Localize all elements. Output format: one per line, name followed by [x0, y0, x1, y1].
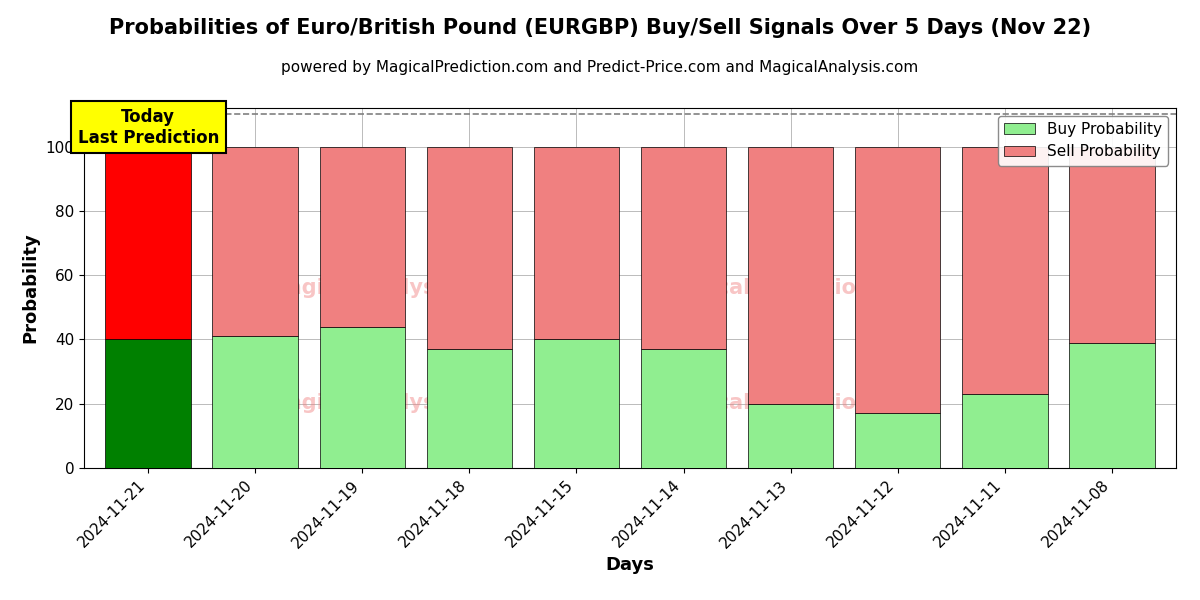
- Bar: [319, 146, 406, 326]
- Bar: [641, 146, 726, 349]
- X-axis label: Days: Days: [606, 556, 654, 574]
- Bar: [854, 413, 941, 468]
- Text: MagicalAnalysis.com: MagicalAnalysis.com: [268, 393, 512, 413]
- Bar: [641, 349, 726, 468]
- Y-axis label: Probability: Probability: [22, 233, 40, 343]
- Bar: [426, 349, 512, 468]
- Bar: [534, 340, 619, 468]
- Bar: [962, 394, 1048, 468]
- Bar: [426, 146, 512, 349]
- Bar: [212, 146, 298, 336]
- Bar: [854, 146, 941, 413]
- Text: powered by MagicalPrediction.com and Predict-Price.com and MagicalAnalysis.com: powered by MagicalPrediction.com and Pre…: [281, 60, 919, 75]
- Bar: [106, 146, 191, 340]
- Bar: [534, 146, 619, 340]
- Bar: [106, 340, 191, 468]
- Bar: [212, 336, 298, 468]
- Text: Today
Last Prediction: Today Last Prediction: [78, 108, 218, 146]
- Text: MagicalAnalysis.com: MagicalAnalysis.com: [268, 278, 512, 298]
- Bar: [1069, 343, 1154, 468]
- Bar: [319, 326, 406, 468]
- Legend: Buy Probability, Sell Probability: Buy Probability, Sell Probability: [998, 116, 1169, 166]
- Text: MagicalPrediction.com: MagicalPrediction.com: [660, 278, 928, 298]
- Bar: [962, 146, 1048, 394]
- Text: MagicalPrediction.com: MagicalPrediction.com: [660, 393, 928, 413]
- Bar: [748, 404, 834, 468]
- Bar: [1069, 146, 1154, 343]
- Text: Probabilities of Euro/British Pound (EURGBP) Buy/Sell Signals Over 5 Days (Nov 2: Probabilities of Euro/British Pound (EUR…: [109, 18, 1091, 38]
- Bar: [748, 146, 834, 404]
